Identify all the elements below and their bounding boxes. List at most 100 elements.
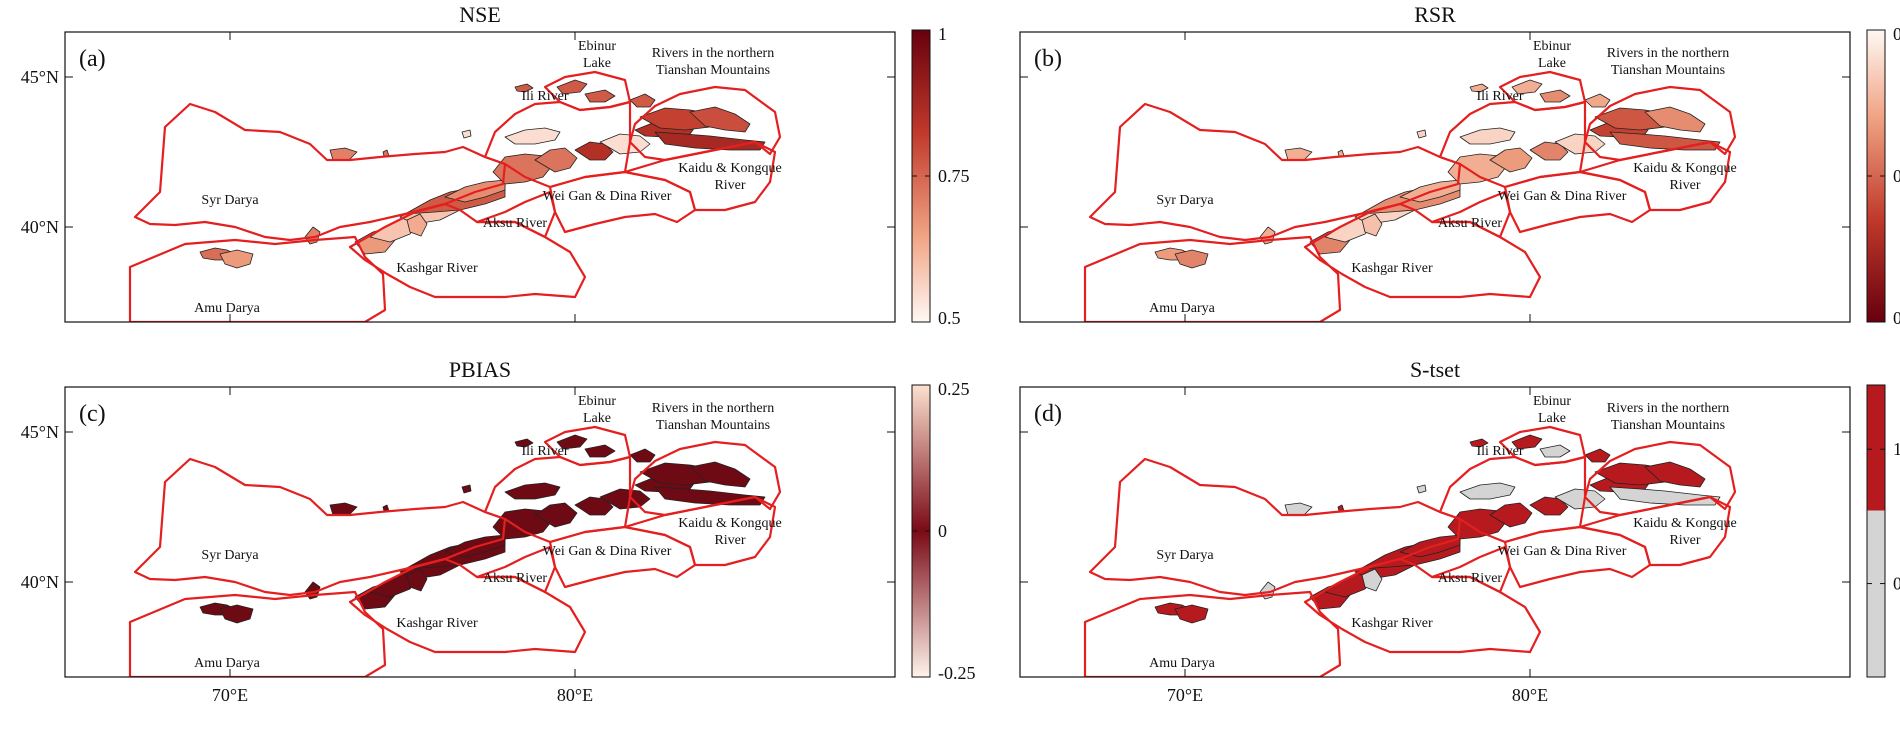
label-aksu: Aksu River [1438,216,1503,231]
colorbar-tick-label: 0.35 [1893,166,1900,186]
sub-basin [1174,249,1209,269]
label-kaidu: Kaidu & Kongque [1633,161,1736,176]
basin-boundary-kashgar [348,202,587,299]
colorbar: 10 [1866,384,1900,678]
label-ebinur: Ebinur [578,394,616,409]
sub-basin [1609,131,1721,151]
panel-title: NSE [459,2,501,27]
map-area [1083,425,1737,677]
panel-letter: (d) [1034,401,1062,427]
sub-basin [461,484,472,494]
sub-basin [1644,461,1706,488]
label-kaidu: River [1669,533,1700,548]
basin-boundary-amu [1083,235,1342,322]
sub-basin [1644,106,1706,133]
lat-tick-label: 40°N [21,572,59,592]
sub-basin [382,504,390,512]
label-kaidu: River [714,178,745,193]
label-amu-darya: Amu Darya [1149,301,1215,316]
basin-boundary-ili [1438,100,1587,189]
label-wei-gan: Wei Gan & Dina River [1498,189,1627,204]
label-ebinur: Lake [1538,411,1566,426]
sub-basin [1609,486,1721,506]
sub-basin [1174,604,1209,624]
label-kashgar: Kashgar River [1351,616,1433,631]
basin-boundary-kashgar [1303,557,1542,654]
sub-basin [1284,147,1313,161]
colorbar-tick-label: 0.25 [938,379,970,399]
sub-basin [1459,482,1516,500]
label-ebinur: Lake [1538,56,1566,71]
sub-basin [1539,444,1571,458]
colorbar-gradient [912,385,930,677]
lon-tick-label: 70°E [212,685,248,705]
label-amu-darya: Amu Darya [1149,656,1215,671]
colorbar-segment [1867,385,1885,511]
sub-basin [556,79,588,95]
label-kashgar: Kashgar River [396,261,478,276]
label-aksu: Aksu River [483,571,548,586]
sub-basin [514,438,534,448]
sub-basin [1416,484,1427,494]
basin-boundary-northern [1583,85,1737,162]
map-frame [1019,386,1851,678]
map-area [128,425,782,677]
colorbar-tick-label: 0 [938,521,947,541]
sub-basin [1337,149,1345,157]
basin-boundary-syr [133,102,507,242]
label-syr-darya: Syr Darya [1156,193,1214,208]
colorbar-gradient [1867,30,1885,322]
lat-tick-label: 45°N [21,422,59,442]
basin-boundary-amu [1083,590,1342,677]
sub-basin [219,249,254,269]
basin-boundary-northern [628,85,782,162]
basin-boundary-northern [628,440,782,517]
label-aksu: Aksu River [483,216,548,231]
label-syr-darya: Syr Darya [201,548,259,563]
sub-basin [1489,147,1533,173]
sub-basin [556,434,588,450]
colorbar-segment [1867,510,1885,677]
colorbar-tick-label: 0.75 [938,166,970,186]
label-wei-gan: Wei Gan & Dina River [1498,544,1627,559]
sub-basin [654,486,766,506]
label-wei-gan: Wei Gan & Dina River [543,189,672,204]
sub-basin [654,131,766,151]
basin-boundary-kashgar [1303,202,1542,299]
label-ili: Ili River [521,89,568,104]
lon-tick-label: 70°E [1167,685,1203,705]
basin-boundary-syr [133,457,507,597]
basin-boundary-ili [483,100,632,189]
label-amu-darya: Amu Darya [194,656,260,671]
basin-boundary-northern [1583,440,1737,517]
colorbar-tick-label: -0.25 [938,663,976,683]
label-kaidu: Kaidu & Kongque [678,516,781,531]
label-northern: Rivers in the northern [652,401,774,416]
label-ebinur: Ebinur [578,39,616,54]
sub-basin [406,213,428,237]
sub-basin [504,482,561,500]
lon-tick-label: 80°E [557,685,593,705]
label-syr-darya: Syr Darya [1156,548,1214,563]
sub-basin [1469,83,1489,93]
lon-tick-label: 80°E [1512,685,1548,705]
basin-boundary-amu [128,590,387,677]
sub-basin [1337,504,1345,512]
sub-basin [629,93,656,108]
colorbar: 1 0.75 0.5 [911,24,970,328]
basin-boundary-syr [1088,102,1462,242]
sub-basin [1511,434,1543,450]
colorbar-tick-label: 0.7 [1893,24,1900,44]
panel-letter: (b) [1034,46,1062,72]
colorbar-border [1866,384,1886,678]
colorbar-tick-label: 0 [1893,574,1900,594]
sub-basin [534,502,578,528]
sub-basin [1529,496,1569,516]
sub-basin [219,604,254,624]
sub-basin [629,448,656,463]
panel-title: S-tset [1410,357,1460,382]
basin-boundary-kashgar [348,557,587,654]
label-kaidu: River [714,533,745,548]
sub-basin [1489,502,1533,528]
